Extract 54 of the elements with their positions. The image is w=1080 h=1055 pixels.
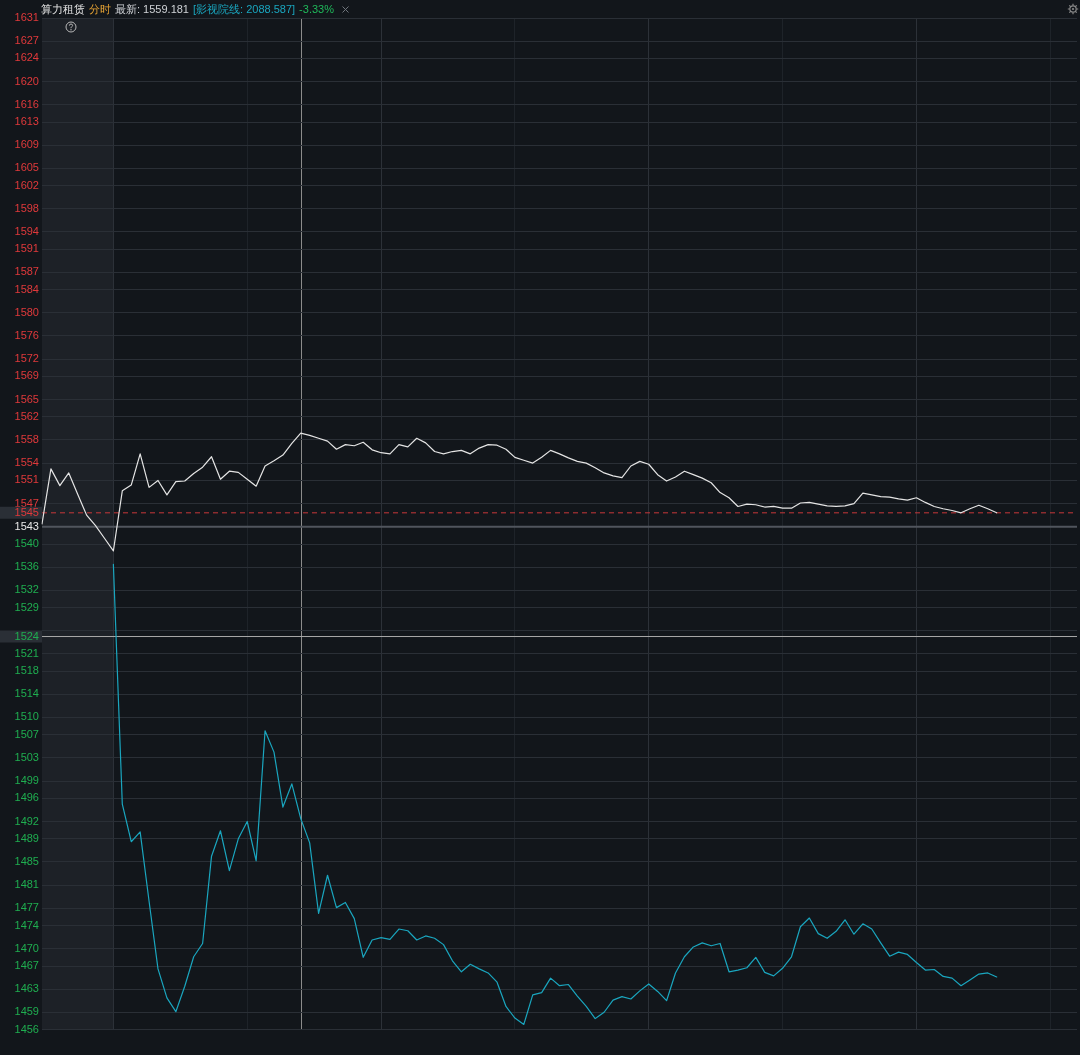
y-tick-label: 1591	[14, 242, 39, 255]
y-tick-label: 1467	[14, 959, 39, 972]
y-tick-label: 1521	[14, 646, 39, 659]
y-tick-label: 1572	[14, 352, 39, 365]
y-tick-label: 1489	[14, 831, 39, 844]
y-tick-label: 1624	[14, 51, 39, 64]
y-tick-label: 1584	[14, 282, 39, 295]
y-tick-label: 1481	[14, 878, 39, 891]
y-tick-label: 1558	[14, 433, 39, 446]
y-tick-label: 1470	[14, 941, 39, 954]
y-tick-label: 1536	[14, 560, 39, 573]
y-tick-label: 1456	[14, 1022, 39, 1035]
text: -3.33%	[299, 2, 334, 16]
y-tick-label: 1562	[14, 409, 39, 422]
text: [影视院线: 2088.587]	[193, 2, 296, 16]
y-tick-label: 1620	[14, 74, 39, 87]
y-tick-label: 1459	[14, 1005, 39, 1018]
chart-subtitle: 分时	[89, 2, 111, 16]
y-tick-label: 1627	[14, 34, 39, 47]
y-tick-label: 1496	[14, 791, 39, 804]
y-tick-label: 1602	[14, 178, 39, 191]
y-tick-label: 1616	[14, 97, 39, 110]
y-tick-label: 1510	[14, 710, 39, 723]
y-tick-label: 1580	[14, 305, 39, 318]
y-tick-label: 1576	[14, 328, 39, 341]
y-tick-label: 1532	[14, 583, 39, 596]
y-tick-label: 1477	[14, 901, 39, 914]
y-tick-label: 1594	[14, 224, 39, 237]
ref-line-label: 1524	[14, 629, 39, 642]
y-tick-label: 1565	[14, 392, 39, 405]
y-tick-label: 1474	[14, 918, 39, 931]
y-tick-label: 1540	[14, 537, 39, 550]
y-tick-label: 1507	[14, 727, 39, 740]
y-tick-label: 1514	[14, 687, 39, 700]
y-tick-label: 1492	[14, 814, 39, 827]
y-tick-label: 1499	[14, 774, 39, 787]
y-tick-label: 1631	[14, 11, 39, 24]
y-tick-label: 1518	[14, 664, 39, 677]
y-tick-label: 1605	[14, 161, 39, 174]
y-tick-label: 1554	[14, 456, 39, 469]
chart-title: 算力租赁	[41, 2, 85, 16]
y-tick-label: 1569	[14, 369, 39, 382]
y-tick-label: 1503	[14, 750, 39, 763]
y-tick-label: 1547	[14, 496, 39, 509]
y-tick-label: 1613	[14, 115, 39, 128]
y-tick-label: 1543	[14, 519, 39, 532]
y-tick-label: 1485	[14, 854, 39, 867]
text: 最新: 1559.181	[115, 2, 189, 16]
y-tick-label: 1598	[14, 201, 39, 214]
y-tick-label: 1609	[14, 138, 39, 151]
y-tick-label: 1463	[14, 982, 39, 995]
y-tick-label: 1587	[14, 265, 39, 278]
y-tick-label: 1551	[14, 473, 39, 486]
y-tick-label: 1529	[14, 600, 39, 613]
